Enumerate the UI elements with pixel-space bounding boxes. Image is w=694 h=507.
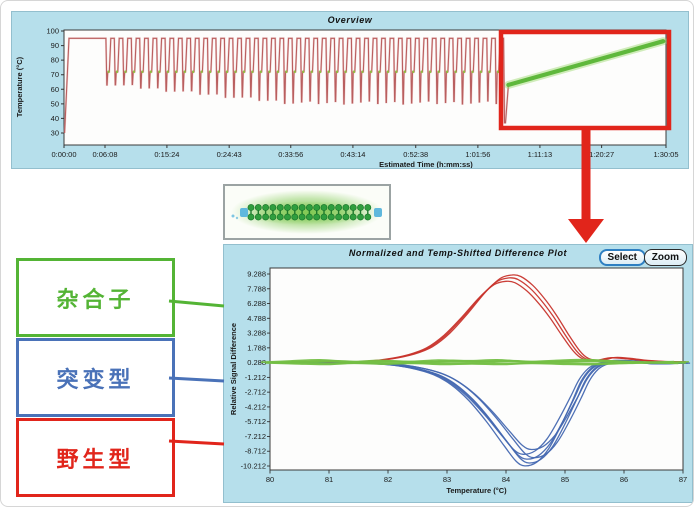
svg-text:40: 40 <box>51 114 59 123</box>
svg-text:82: 82 <box>384 475 392 484</box>
svg-text:1:30:05: 1:30:05 <box>653 150 678 159</box>
dna-duplex-icon <box>231 190 383 234</box>
svg-text:84: 84 <box>502 475 510 484</box>
svg-text:50: 50 <box>51 99 59 108</box>
svg-text:-1.212: -1.212 <box>245 373 266 382</box>
difference-plot-panel: Normalized and Temp-Shifted Difference P… <box>223 244 693 503</box>
svg-text:70: 70 <box>51 70 59 79</box>
legend-label-wildtype: 野生型 <box>56 446 135 472</box>
svg-text:1.788: 1.788 <box>247 343 266 352</box>
svg-text:Temperature (°C): Temperature (°C) <box>446 486 507 495</box>
svg-text:Temperature (°C): Temperature (°C) <box>15 56 24 117</box>
svg-text:0:52:38: 0:52:38 <box>403 150 428 159</box>
legend-label-heterozygote: 杂合子 <box>56 286 135 312</box>
svg-text:80: 80 <box>51 56 59 65</box>
svg-text:-8.712: -8.712 <box>245 447 266 456</box>
svg-text:-7.212: -7.212 <box>245 432 266 441</box>
svg-text:0:24:43: 0:24:43 <box>217 150 242 159</box>
svg-text:85: 85 <box>561 475 569 484</box>
svg-text:0:06:08: 0:06:08 <box>92 150 117 159</box>
svg-text:Estimated Time (h:mm:ss): Estimated Time (h:mm:ss) <box>379 160 473 168</box>
svg-text:1:11:13: 1:11:13 <box>528 150 552 159</box>
svg-text:81: 81 <box>325 475 333 484</box>
svg-text:30: 30 <box>51 128 59 137</box>
svg-text:6.288: 6.288 <box>247 299 266 308</box>
svg-text:9.288: 9.288 <box>247 270 266 279</box>
svg-text:83: 83 <box>443 475 451 484</box>
svg-text:-4.212: -4.212 <box>245 402 266 411</box>
overview-chart: 100 90 80 70 60 50 40 30 0:00:00 0:06:08 0:15:24 0:… <box>15 27 679 169</box>
svg-text:60: 60 <box>51 85 59 94</box>
select-button[interactable]: Select <box>598 249 646 266</box>
svg-text:-5.712: -5.712 <box>245 417 266 426</box>
svg-text:3.288: 3.288 <box>247 329 266 338</box>
svg-text:Relative Signal Difference: Relative Signal Difference <box>229 323 238 415</box>
svg-text:0.288: 0.288 <box>247 358 266 367</box>
svg-text:-2.712: -2.712 <box>245 388 266 397</box>
overview-title: Overview <box>327 15 373 25</box>
svg-text:-10.212: -10.212 <box>241 462 266 471</box>
zoom-button[interactable]: Zoom <box>643 249 687 266</box>
svg-text:0:15:24: 0:15:24 <box>154 150 179 159</box>
svg-text:7.788: 7.788 <box>247 284 266 293</box>
svg-text:0:43:14: 0:43:14 <box>340 150 365 159</box>
svg-text:80: 80 <box>266 475 274 484</box>
legend-box-mutant: 突变型 <box>16 338 175 417</box>
svg-text:100: 100 <box>46 27 59 36</box>
svg-text:90: 90 <box>51 41 59 50</box>
svg-text:4.788: 4.788 <box>247 314 266 323</box>
legend-box-wildtype: 野生型 <box>16 418 175 497</box>
legend-label-mutant: 突变型 <box>56 366 135 392</box>
dna-duplex-image <box>223 184 391 240</box>
svg-text:0:33:56: 0:33:56 <box>278 150 303 159</box>
svg-text:86: 86 <box>620 475 628 484</box>
svg-text:0:00:00: 0:00:00 <box>51 150 76 159</box>
legend-box-heterozygote: 杂合子 <box>16 258 175 337</box>
svg-text:87: 87 <box>679 475 687 484</box>
difference-plot-title: Normalized and Temp-Shifted Difference P… <box>348 248 568 258</box>
svg-text:1:20:27: 1:20:27 <box>589 150 614 159</box>
overview-panel: Overview 100 90 80 70 60 50 40 30 0:00:00 0:06:08… <box>11 11 689 169</box>
difference-plot-chart: 9.288 7.788 6.288 4.788 3.288 1.788 0.288 -1.21… <box>229 267 691 495</box>
svg-text:1:01:56: 1:01:56 <box>465 150 490 159</box>
